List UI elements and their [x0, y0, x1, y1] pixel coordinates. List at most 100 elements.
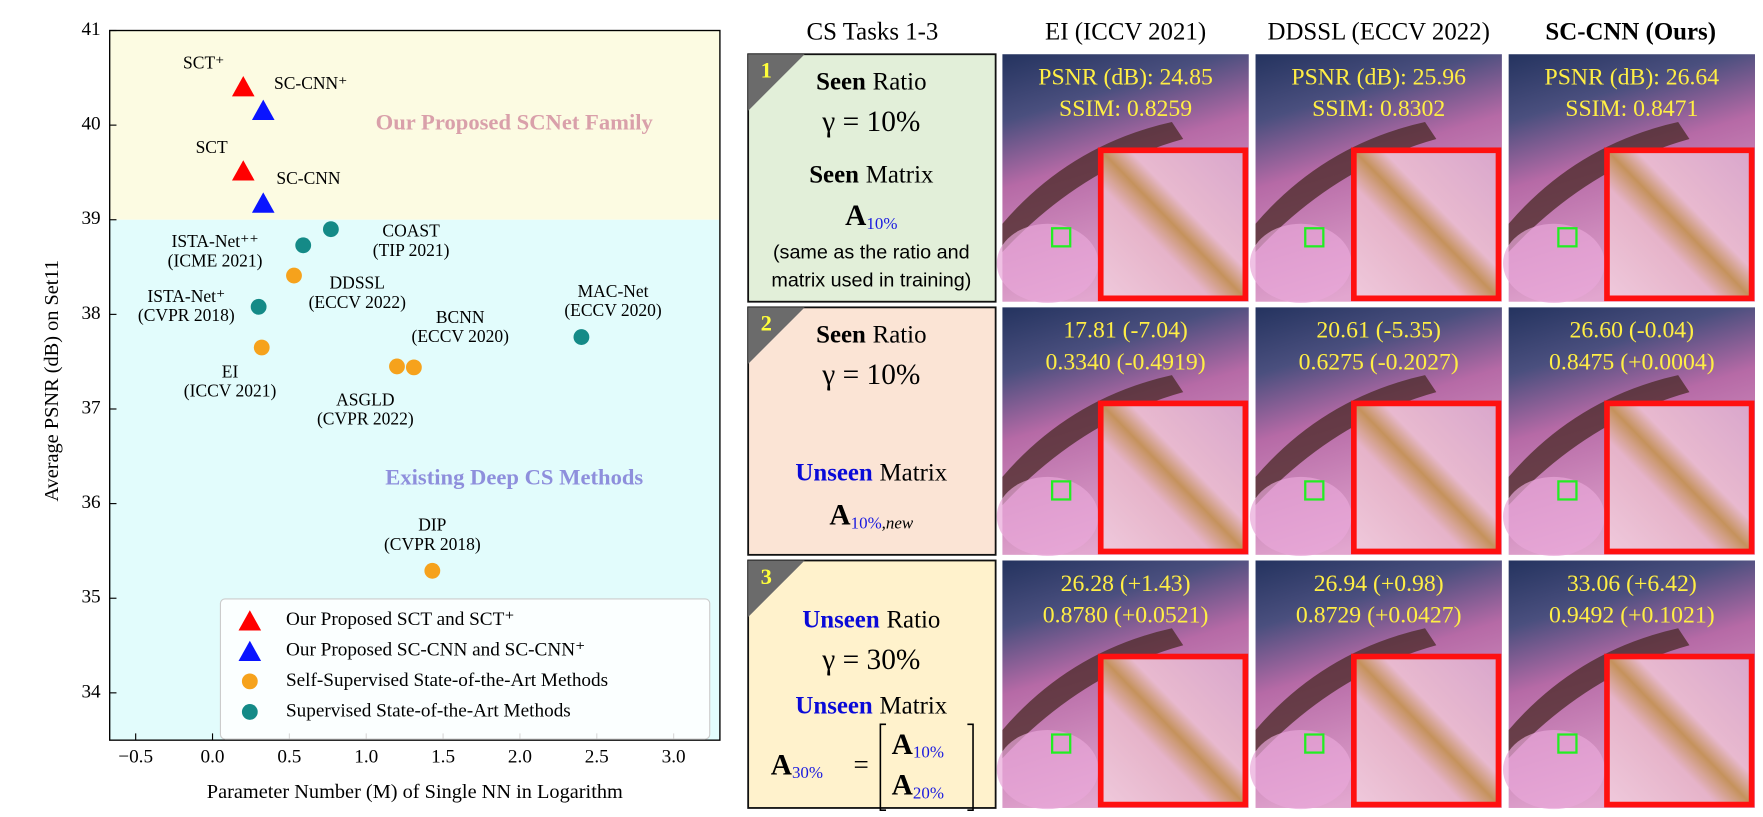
task-number: 3 [761, 564, 772, 589]
zoom-box [1097, 653, 1249, 808]
metric: 20.61 (-5.35) [1316, 318, 1441, 344]
point-label: SC-CNN [276, 168, 341, 188]
task-corner [748, 54, 805, 111]
image-petal [1249, 223, 1352, 303]
legend-marker [241, 703, 258, 720]
point-label: BCNN [436, 307, 485, 327]
point-label: DIP [418, 515, 446, 535]
task-cell [747, 306, 997, 556]
metric: PSNR (dB): 24.85 [1038, 65, 1213, 91]
focus-box [1304, 227, 1325, 248]
gamma: γ = 10% [821, 359, 920, 391]
legend-marker [238, 640, 262, 662]
matrix-sub: 30% [792, 763, 823, 782]
kind-word: Seen [816, 68, 866, 95]
plain-word: Matrix [866, 161, 934, 188]
matrix-letter: A [892, 729, 913, 761]
matrix: A30% [771, 749, 823, 782]
marker [253, 339, 270, 356]
marker [251, 99, 275, 120]
focus-box [1557, 480, 1578, 501]
metric: 0.8475 (+0.0004) [1549, 349, 1715, 375]
image-petal [1503, 223, 1605, 303]
point-label: (ECCV 2022) [309, 292, 407, 312]
plain-word: Matrix [880, 692, 948, 719]
matrix: A10% [845, 200, 897, 233]
column-header: EI (ICCV 2021) [1045, 19, 1206, 46]
bracket [879, 723, 974, 812]
metric: 0.6275 (-0.2027) [1299, 349, 1459, 375]
metric: 0.8729 (+0.0427) [1296, 602, 1462, 628]
point-label: (ECCV 2020) [412, 326, 510, 346]
gamma: γ = 30% [821, 644, 920, 676]
gamma: γ = 10% [821, 106, 920, 138]
marker [295, 237, 312, 254]
focus-box [1304, 733, 1325, 754]
matrix-eq: = [854, 749, 869, 779]
zoom-box [1097, 400, 1249, 555]
focus-box [1304, 480, 1325, 501]
y-tick-label: 39 [81, 208, 100, 229]
result-image [1503, 307, 1756, 556]
marker [405, 359, 422, 376]
focus-box [1557, 733, 1578, 754]
task-number: 2 [761, 311, 772, 336]
image-petal [1503, 476, 1605, 556]
legend-label: Our Proposed SCT and SCT⁺ [286, 609, 514, 630]
marker [231, 160, 255, 181]
metric: 17.81 (-7.04) [1063, 318, 1188, 344]
task-line: Unseen Matrix [795, 459, 947, 486]
point-label: COAST [382, 221, 440, 241]
point-label: MAC-Net [578, 281, 649, 301]
marker [286, 267, 302, 284]
marker [322, 221, 339, 238]
task-note: matrix used in training) [771, 270, 971, 292]
task-number: 1 [761, 58, 772, 83]
legend-box [219, 598, 711, 740]
zoom-box [1351, 147, 1502, 302]
y-axis-label: Average PSNR (dB) on Set11 [41, 260, 63, 502]
point-label: (ECCV 2020) [564, 300, 662, 320]
x-tick-label: 1.0 [354, 747, 378, 768]
y-tick-label: 34 [81, 681, 101, 702]
metric: 26.60 (-0.04) [1570, 318, 1695, 344]
legend-label: Supervised State-of-the-Art Methods [286, 700, 571, 721]
marker [250, 298, 267, 315]
point-label: ISTA-Net⁺⁺ [172, 231, 259, 251]
task-line: Seen Ratio [816, 68, 926, 95]
zoom-box [1604, 147, 1755, 302]
point-label: (CVPR 2018) [138, 305, 235, 325]
zoom-box [1604, 400, 1755, 555]
point-label: SCT [196, 137, 228, 157]
metric: SSIM: 0.8471 [1565, 96, 1698, 122]
result-image [1503, 54, 1756, 303]
image-petal [1249, 476, 1352, 556]
x-tick-label: 2.0 [508, 747, 532, 768]
result-image [996, 54, 1249, 303]
matrix-sub: 10% [866, 214, 897, 233]
marker [231, 75, 255, 97]
task-line: Seen Matrix [809, 161, 934, 188]
metric: 0.3340 (-0.4919) [1046, 349, 1206, 375]
metric: 26.28 (+1.43) [1061, 571, 1191, 597]
metric: PSNR (dB): 26.64 [1545, 65, 1720, 91]
x-axis-label: Parameter Number (M) of Single NN in Log… [207, 781, 623, 803]
image-petal [1503, 729, 1605, 810]
region [109, 30, 720, 220]
plain-word: Ratio [886, 606, 940, 633]
point-label: (ICCV 2021) [184, 381, 277, 401]
column-header: SC-CNN (Ours) [1545, 19, 1716, 46]
task-cell [747, 53, 997, 303]
result-image [1249, 54, 1502, 303]
marker [424, 562, 441, 579]
point-label: (CVPR 2022) [317, 409, 414, 429]
matrix: A20% [892, 769, 944, 802]
point-label: DDSSL [330, 273, 385, 293]
kind-word: Unseen [795, 692, 873, 719]
matrix-sub-extra: ,new [882, 513, 914, 532]
focus-box [1051, 480, 1072, 501]
image-petal [996, 223, 1099, 303]
x-tick-label: 1.5 [431, 747, 455, 768]
region-label: Existing Deep CS Methods [385, 464, 643, 489]
